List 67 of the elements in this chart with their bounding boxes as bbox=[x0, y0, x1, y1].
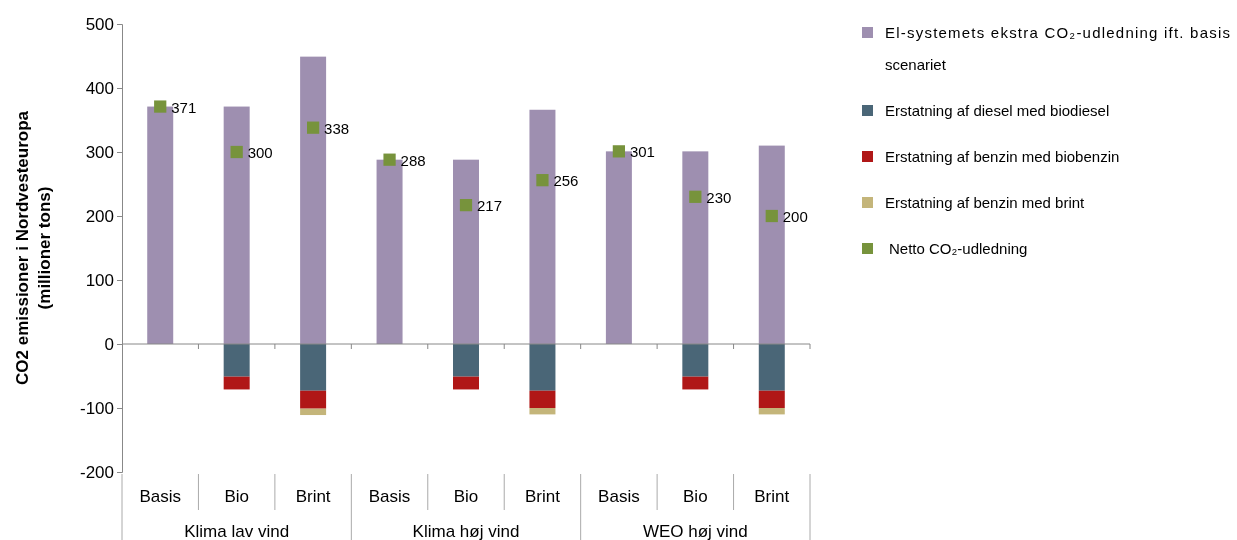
bar bbox=[758, 408, 785, 415]
data-label: 230 bbox=[706, 188, 732, 206]
legend-label: Erstatning af benzin med brint bbox=[885, 194, 1086, 211]
y-tick-label: 500 bbox=[85, 14, 114, 34]
x-tick-label: Basis bbox=[368, 487, 411, 506]
bar bbox=[758, 344, 785, 391]
point bbox=[765, 209, 778, 223]
bar bbox=[682, 376, 709, 390]
bar bbox=[147, 106, 174, 344]
bar bbox=[300, 408, 327, 416]
text: Klima lav vind bbox=[184, 522, 290, 540]
point bbox=[154, 100, 167, 113]
y-tick-label: -100 bbox=[79, 398, 114, 418]
legend-label: El-systemets ekstra CO₂-udledning ift. basis scenariet bbox=[885, 24, 1230, 73]
bar bbox=[605, 151, 632, 344]
bar bbox=[453, 376, 479, 390]
bar bbox=[223, 106, 250, 344]
bar bbox=[529, 408, 556, 415]
bar bbox=[300, 344, 327, 391]
data-label: 200 bbox=[782, 208, 808, 225]
x-tick-label: Bio bbox=[683, 487, 708, 506]
y-tick-label: 400 bbox=[85, 78, 114, 98]
bar bbox=[758, 145, 785, 344]
bar bbox=[223, 376, 250, 390]
data-label: 301 bbox=[629, 143, 655, 161]
bar bbox=[376, 159, 403, 344]
point bbox=[459, 199, 473, 212]
x-tick-label: Brint bbox=[295, 487, 331, 506]
bar bbox=[453, 344, 479, 377]
point bbox=[230, 145, 243, 159]
x-tick-label: Basis bbox=[139, 487, 182, 506]
bar bbox=[300, 390, 327, 409]
legend-label: Erstatning af diesel med biodiesel bbox=[885, 102, 1110, 119]
y-tick-label: -200 bbox=[79, 462, 114, 482]
legend-label: Netto CO₂-udledning bbox=[889, 240, 1028, 257]
bar bbox=[758, 390, 785, 408]
x-tick-label: Bio bbox=[453, 487, 479, 506]
bar bbox=[529, 344, 556, 391]
bar bbox=[453, 159, 479, 344]
y-tick-label: 200 bbox=[85, 206, 114, 226]
point bbox=[689, 190, 702, 203]
point bbox=[536, 174, 549, 187]
bar bbox=[682, 151, 709, 344]
data-label: 256 bbox=[553, 172, 579, 190]
legend-label: Erstatning af benzin med biobenzin bbox=[885, 148, 1120, 165]
bar bbox=[529, 390, 556, 408]
point bbox=[306, 121, 320, 134]
bar bbox=[682, 344, 709, 377]
x-tick-label: Bio bbox=[224, 487, 249, 506]
data-label: 338 bbox=[324, 119, 350, 137]
point bbox=[612, 145, 626, 158]
y-tick-label: 100 bbox=[85, 270, 114, 290]
data-label: 217 bbox=[477, 197, 503, 215]
text: Klima høj vind bbox=[412, 522, 520, 540]
point bbox=[383, 153, 396, 166]
y-tick-label: 300 bbox=[85, 142, 114, 162]
y-axis-title: CO2 emissioner i Nordvesteuropa (millioner tons) bbox=[13, 110, 54, 385]
bar bbox=[529, 109, 556, 344]
y-tick-label: 0 bbox=[104, 334, 114, 354]
x-tick-label: Basis bbox=[598, 487, 640, 506]
x-tick-label: Brint bbox=[524, 487, 561, 506]
data-label: 300 bbox=[247, 144, 273, 161]
text: WEO høj vind bbox=[642, 522, 748, 540]
x-tick-label: Brint bbox=[754, 487, 790, 506]
data-label: 371 bbox=[171, 98, 197, 116]
bar bbox=[223, 344, 250, 377]
data-label: 288 bbox=[400, 151, 426, 169]
